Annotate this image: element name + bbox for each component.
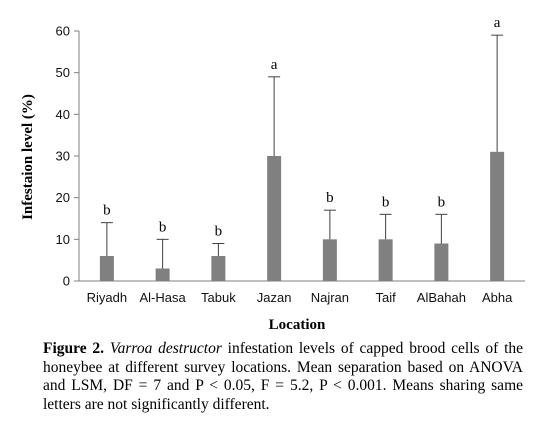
- y-tick-label: 60: [56, 24, 70, 39]
- significance-letter: b: [159, 219, 167, 235]
- bar: [99, 256, 114, 281]
- x-tick-label: Taif: [376, 290, 397, 305]
- bar: [490, 151, 505, 281]
- bar: [322, 239, 337, 281]
- significance-letter: b: [103, 203, 111, 219]
- x-tick-label: Riyadh: [87, 290, 127, 305]
- x-tick-label: Al-Hasa: [140, 290, 187, 305]
- x-tick-label: Jazan: [257, 290, 292, 305]
- x-tick-label: AlBahah: [417, 290, 466, 305]
- y-tick-label: 40: [56, 107, 70, 122]
- x-tick-label: Tabuk: [201, 290, 236, 305]
- significance-letter: b: [326, 190, 334, 206]
- x-axis: Riyadh Al-Hasa Tabuk Jazan Najran Taif AlBahah…: [79, 280, 525, 305]
- caption-species: Varroa destructor: [109, 340, 222, 357]
- y-tick-label: 50: [56, 65, 70, 80]
- y-tick-label: 10: [56, 232, 70, 247]
- x-tick-label: Abha: [482, 290, 513, 305]
- y-tick-label: 0: [63, 274, 70, 289]
- bars: [99, 151, 505, 281]
- error-bars: [100, 34, 504, 269]
- y-tick-label: 30: [56, 149, 70, 164]
- significance-letter: a: [271, 57, 278, 73]
- bar-chart: 0 10 20 30 40 50 60 Riyadh Al-Hasa Tabuk Jazan Naj…: [20, 15, 525, 333]
- x-axis-label: Location: [269, 317, 326, 333]
- bar: [267, 156, 282, 281]
- figure-caption: Figure 2. Varroa destructor infestation …: [43, 340, 523, 414]
- significance-letter: b: [215, 224, 223, 240]
- significance-letter: b: [438, 194, 446, 210]
- significance-letter: a: [494, 15, 501, 31]
- caption-label: Figure 2.: [43, 340, 105, 357]
- y-tick-label: 20: [56, 190, 70, 205]
- significance-letters: b b b a b b b a: [103, 15, 501, 239]
- bar: [434, 243, 449, 281]
- bar: [155, 268, 170, 281]
- x-tick-label: Najran: [311, 290, 349, 305]
- bar: [211, 256, 226, 281]
- significance-letter: b: [382, 194, 390, 210]
- y-axis: 0 10 20 30 40 50 60: [56, 24, 80, 289]
- bar: [378, 239, 393, 281]
- y-axis-label: Infestaion level (%): [20, 94, 36, 220]
- caption-text: infestation levels of capped brood cells…: [43, 340, 524, 413]
